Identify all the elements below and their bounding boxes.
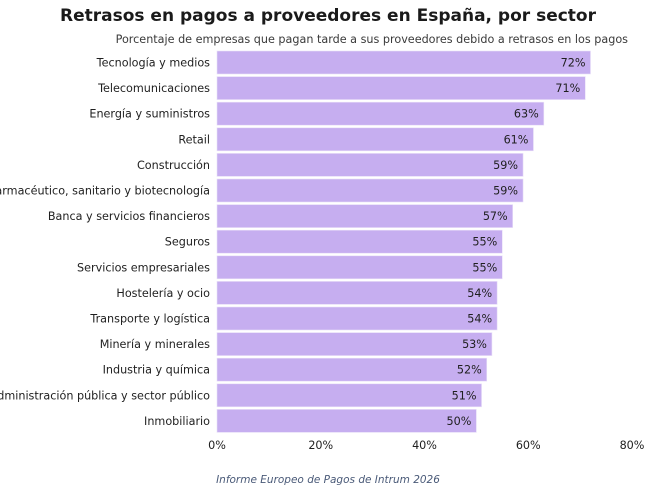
data-label-12: 52% — [457, 364, 482, 377]
bar-8 — [216, 255, 503, 280]
category-label-13: Administración pública y sector público — [0, 389, 210, 402]
bar-11 — [216, 332, 493, 356]
data-label-11: 53% — [462, 338, 487, 351]
category-label-4: Construcción — [137, 159, 210, 172]
chart-subtitle: Porcentaje de empresas que pagan tarde a… — [115, 33, 628, 46]
category-labels-layer: Tecnología y medios Telecomunicaciones Ene… — [0, 57, 210, 428]
bar-2 — [216, 101, 545, 126]
data-labels-layer: 72% 71% 63% 61% 59% 59% 57% 55% 55% 54% 54% 53% 52% 5… — [447, 57, 586, 428]
bar-1 — [216, 76, 586, 100]
category-label-5: Farmacéutico, sanitario y biotecnología — [0, 185, 210, 198]
category-label-7: Seguros — [165, 236, 210, 249]
bar-14 — [216, 409, 477, 433]
category-label-1: Telecomunicaciones — [97, 82, 210, 95]
category-label-6: Banca y servicios financieros — [48, 210, 210, 223]
bar-13 — [216, 383, 482, 408]
category-label-0: Tecnología y medios — [96, 57, 210, 70]
category-label-12: Industria y química — [103, 364, 210, 377]
data-label-5: 59% — [493, 185, 518, 198]
category-label-14: Inmobiliario — [144, 415, 210, 428]
category-label-9: Hostelería y ocio — [116, 287, 210, 300]
category-label-11: Minería y minerales — [100, 338, 210, 351]
data-label-14: 50% — [447, 415, 472, 428]
data-label-1: 71% — [555, 82, 580, 95]
bar-10 — [216, 306, 498, 331]
x-tick-label-0: 0% — [208, 439, 226, 452]
bar-0 — [216, 50, 591, 75]
data-label-6: 57% — [483, 210, 508, 223]
data-label-3: 61% — [504, 133, 529, 146]
x-axis: 0% 20% 40% 60% 80% — [208, 439, 645, 452]
bar-4 — [216, 153, 524, 177]
data-label-10: 54% — [467, 313, 492, 326]
x-tick-label-2: 40% — [412, 439, 437, 452]
chart-title: Retrasos en pagos a proveedores en Españ… — [59, 6, 596, 26]
source-note: Informe Europeo de Pagos de Intrum 2026 — [216, 474, 440, 486]
bars-layer — [216, 50, 591, 433]
bar-6 — [216, 204, 513, 228]
category-label-3: Retail — [178, 133, 210, 146]
data-label-2: 63% — [514, 108, 539, 121]
category-label-10: Transporte y logística — [89, 313, 210, 326]
data-label-9: 54% — [467, 287, 492, 300]
bar-12 — [216, 357, 488, 382]
data-label-13: 51% — [452, 389, 477, 402]
bar-3 — [216, 127, 534, 152]
data-label-4: 59% — [493, 159, 518, 172]
bar-9 — [216, 281, 498, 305]
data-label-0: 72% — [561, 57, 586, 70]
category-label-2: Energía y suministros — [89, 108, 210, 121]
data-label-7: 55% — [472, 236, 497, 249]
category-label-8: Servicios empresariales — [77, 261, 210, 274]
x-tick-label-3: 60% — [516, 439, 541, 452]
bar-7 — [216, 229, 503, 254]
x-tick-label-1: 20% — [308, 439, 333, 452]
x-tick-label-4: 80% — [620, 439, 645, 452]
bar-5 — [216, 178, 524, 203]
data-label-8: 55% — [472, 261, 497, 274]
